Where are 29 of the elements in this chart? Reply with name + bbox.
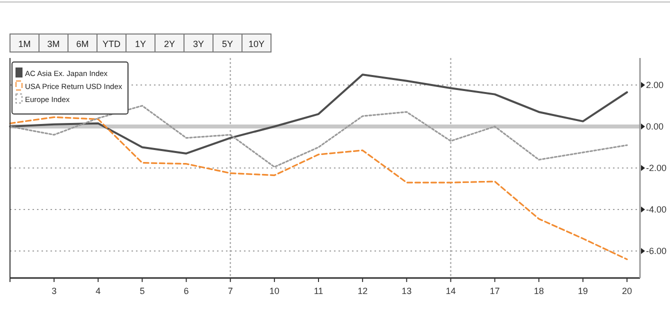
range-button: YTD: [96, 34, 126, 52]
range-button: 3Y: [184, 34, 214, 52]
x-tick-label: 4: [96, 286, 101, 296]
y-tick-label: -6.00: [646, 246, 667, 256]
x-tick-label: 7: [228, 286, 233, 296]
x-tick-label: 12: [358, 286, 368, 296]
x-tick-label: 17: [490, 286, 500, 296]
x-tick-label: 5: [140, 286, 145, 296]
x-tick-label: 19: [578, 286, 588, 296]
range-button: 6M: [68, 34, 98, 52]
line-series: [9, 116, 628, 260]
range-button: 2Y: [154, 34, 184, 52]
range-button: 1M: [10, 34, 40, 52]
y-tick-label: 2.00: [646, 80, 664, 90]
x-tick-label: 20: [622, 286, 632, 296]
y-tick-label: 0.00: [646, 121, 664, 132]
x-tick-label: 13: [402, 286, 412, 296]
y-tick-label: -4.00: [646, 204, 667, 215]
range-button: 5Y: [212, 34, 242, 52]
range-button: 1Y: [126, 34, 156, 52]
x-tick-label: 11: [314, 286, 324, 296]
x-tick-label: 18: [534, 286, 544, 296]
y-tick-label: -2.00: [646, 163, 667, 173]
x-tick-label: 10: [269, 286, 280, 296]
x-tick-label: 14: [446, 286, 456, 296]
x-tick-label: 3: [52, 286, 57, 296]
x-tick-label: 6: [184, 286, 189, 296]
range-button: 10Y: [242, 34, 272, 52]
range-button: 3M: [38, 34, 68, 52]
